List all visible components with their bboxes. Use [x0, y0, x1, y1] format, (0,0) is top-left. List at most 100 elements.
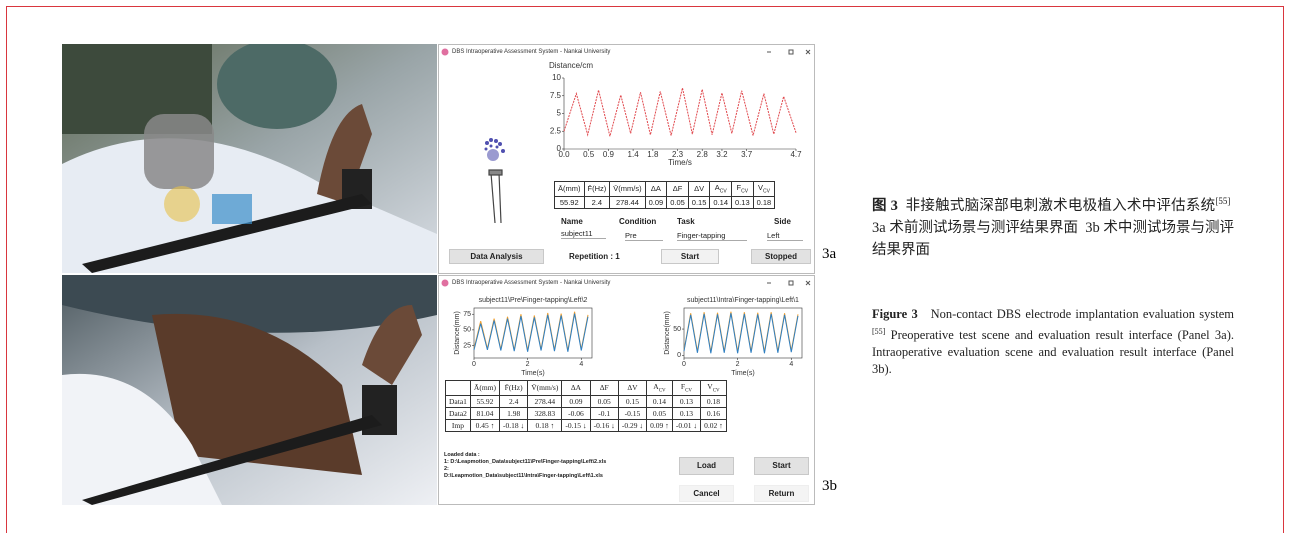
- data-line: [474, 312, 588, 351]
- label: Name: [561, 217, 583, 226]
- header-subscript: CV: [685, 389, 692, 394]
- hand-icon: [485, 138, 506, 223]
- header-text: ΔF: [673, 184, 683, 193]
- figure-number: Figure 3: [872, 307, 918, 321]
- cancel-button[interactable]: Cancel: [679, 485, 734, 502]
- column-header: VCV: [753, 182, 775, 197]
- header-text: V̄(mm/s): [613, 184, 641, 193]
- column-header: ACV: [710, 182, 732, 197]
- header-text: ΔF: [600, 383, 609, 392]
- column-header: F̄(Hz): [500, 381, 528, 396]
- header-subscript: CV: [741, 189, 748, 195]
- panel-label: 3a: [822, 246, 836, 263]
- data-line: [474, 314, 588, 352]
- data-line: [564, 88, 796, 136]
- table-cell: Imp: [446, 419, 471, 431]
- x-tick-label: 1.8: [647, 150, 659, 159]
- loaded-line: 1: D:\Leapmotion_Data\subject11\Pre\Fing…: [444, 459, 606, 466]
- loaded-data: Loaded data :1: D:\Leapmotion_Data\subje…: [444, 452, 606, 480]
- stopped-button[interactable]: Stopped: [751, 249, 811, 264]
- name-field[interactable]: subject11: [561, 229, 606, 239]
- table-cell: -0.15 ↓: [562, 419, 590, 431]
- column-header: Ā(mm): [555, 182, 585, 197]
- x-tick-label: 0.5: [583, 150, 595, 159]
- y-tick-label: 0: [677, 352, 681, 359]
- table-cell: 0.14: [647, 395, 673, 407]
- load-button[interactable]: Load: [679, 457, 734, 475]
- table-cell: -0.1: [590, 407, 618, 419]
- table-cell: 55.92: [470, 395, 499, 407]
- table-cell: 278.44: [610, 196, 645, 208]
- data-line: [684, 313, 798, 353]
- x-tick-label: 0.9: [603, 150, 615, 159]
- table-cell: 0.15: [688, 196, 710, 208]
- table-cell: 1.98: [500, 407, 528, 419]
- header-subscript: CV: [720, 189, 727, 195]
- header-subscript: CV: [659, 389, 666, 394]
- table: Ā(mm)F̄(Hz)V̄(mm/s)ΔAΔFΔVACVFCVVCVData15…: [445, 380, 727, 432]
- column-header: ΔA: [562, 381, 590, 396]
- table-cell: 0.13: [732, 196, 754, 208]
- task-dropdown[interactable]: Finger-tapping: [677, 231, 747, 241]
- y-tick-label: 75: [463, 311, 471, 318]
- column-header: FCV: [732, 182, 754, 197]
- label: Task: [677, 217, 695, 226]
- table-cell: Data1: [446, 395, 471, 407]
- table-header-row: Ā(mm)F̄(Hz)V̄(mm/s)ΔAΔFΔVACVFCVVCV: [446, 381, 727, 396]
- x-axis-label: Time(s): [731, 370, 754, 377]
- header-text: ΔA: [651, 184, 661, 193]
- y-tick-label: 7.5: [550, 91, 562, 100]
- reference: [55]: [1215, 196, 1230, 206]
- x-axis-label: Time(s): [521, 370, 544, 377]
- start-button[interactable]: Start: [754, 457, 809, 475]
- table-cell: 0.16: [701, 407, 727, 419]
- return-button[interactable]: Return: [754, 485, 809, 502]
- table-cell: 2.4: [584, 196, 610, 208]
- header-text: F̄(Hz): [588, 184, 607, 193]
- table-cell: 0.14: [710, 196, 732, 208]
- table-cell: 0.18: [753, 196, 775, 208]
- condition-dropdown[interactable]: Pre: [625, 231, 663, 241]
- caption-en: Figure 3 Non-contact DBS electrode impla…: [872, 306, 1234, 378]
- table-cell: 0.05: [667, 196, 689, 208]
- column-header: ΔF: [667, 182, 689, 197]
- table-cell: -0.01 ↓: [672, 419, 700, 431]
- y-tick-label: 5: [557, 109, 562, 118]
- ui-intraoperative: 255075024Time(s)Distance(mm)subject11\Pr…: [438, 275, 815, 505]
- column-header: V̄(mm/s): [610, 182, 645, 197]
- x-tick-label: 0: [682, 361, 686, 368]
- header-text: V̄(mm/s): [531, 383, 558, 392]
- x-tick-label: 0.0: [558, 150, 570, 159]
- caption-text: 非接触式脑深部电刺激术电极植入术中评估系统: [906, 198, 1216, 214]
- table-cell: 0.45 ↑: [470, 419, 499, 431]
- column-header: F̄(Hz): [584, 182, 610, 197]
- column-header: VCV: [701, 381, 727, 396]
- x-tick-label: 2.8: [697, 150, 709, 159]
- column-header: [446, 381, 471, 396]
- page: 02.557.5100.00.50.91.41.82.32.83.23.74.7…: [0, 0, 1292, 540]
- side-dropdown[interactable]: Left: [767, 231, 803, 241]
- table-cell: Data2: [446, 407, 471, 419]
- table-cell: 0.09: [562, 395, 590, 407]
- caption-text: Non-contact DBS electrode implantation e…: [931, 307, 1234, 321]
- data-analysis-button[interactable]: Data Analysis: [449, 249, 544, 264]
- start-button[interactable]: Start: [661, 249, 719, 264]
- column-header: ΔF: [590, 381, 618, 396]
- y-tick-label: 50: [673, 326, 681, 333]
- chart-title: subject11\Pre\Finger-tapping\Left\2: [479, 297, 588, 304]
- x-tick-label: 2: [736, 361, 740, 368]
- x-tick-label: 3.7: [741, 150, 753, 159]
- x-tick-label: 4: [579, 361, 583, 368]
- photo-intraoperative: [62, 275, 437, 505]
- table-cell: -0.15: [618, 407, 646, 419]
- y-axis-label: Distance/cm: [549, 61, 593, 70]
- table-cell: 0.09 ↑: [647, 419, 673, 431]
- y-axis-label: Distance(mm): [454, 311, 461, 355]
- header-text: F̄(Hz): [505, 383, 523, 392]
- x-tick-label: 4: [789, 361, 793, 368]
